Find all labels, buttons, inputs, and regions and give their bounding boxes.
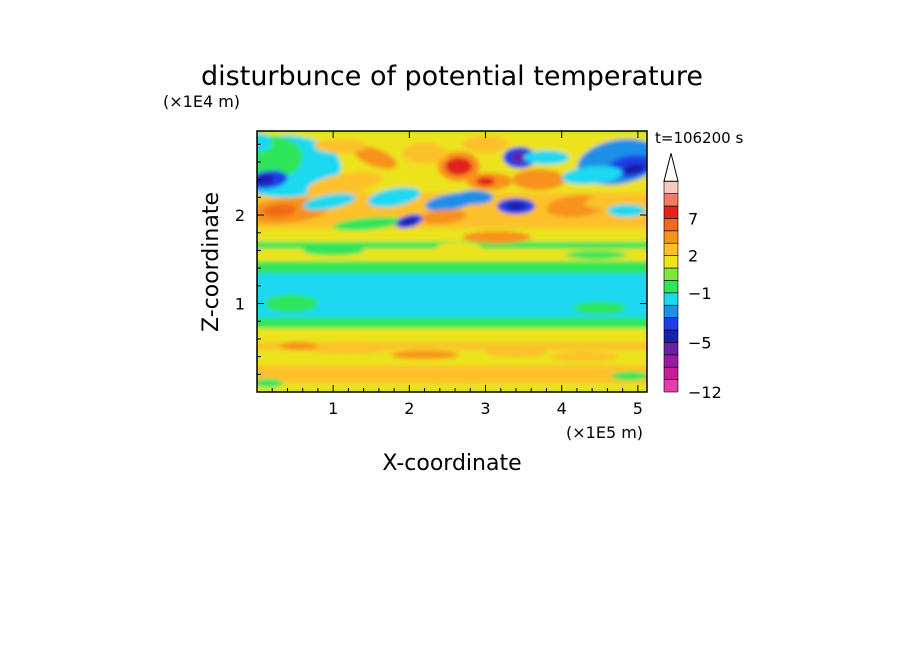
colorbar-swatch [663, 218, 679, 232]
contour-region [565, 250, 627, 260]
contour-region [428, 375, 482, 383]
x-tick-label: 4 [557, 399, 567, 418]
contour-region [420, 209, 467, 225]
y-axis-label: Z-coordinate [199, 192, 224, 332]
colorbar-swatch [663, 230, 679, 244]
colorbar-swatch [663, 379, 679, 393]
y-axis: 12 [235, 143, 647, 375]
lower-band [257, 317, 647, 329]
colorbar-tick-label: −1 [688, 284, 712, 303]
time-label: t=106200 s [655, 129, 743, 147]
contour-region [445, 157, 473, 176]
colorbar-tick-label: 2 [688, 247, 698, 266]
colorbar-swatch [663, 317, 679, 331]
contour-region [401, 142, 448, 164]
contour-region [257, 378, 284, 388]
x-tick-label: 5 [633, 399, 643, 418]
contour-region [390, 350, 459, 360]
contour-region [455, 190, 494, 205]
x-tick-label: 3 [480, 399, 490, 418]
colorbar-swatch [663, 354, 679, 368]
mid-band [257, 261, 647, 274]
contour-region [476, 177, 495, 186]
contour-region [611, 371, 647, 381]
contour-region [303, 193, 356, 211]
colorbar-swatch [663, 267, 679, 281]
colorbar-swatch [663, 255, 679, 269]
plot-frame [256, 130, 648, 393]
contour-region [512, 169, 566, 191]
colorbar-swatch [663, 205, 679, 219]
contour-region [462, 135, 509, 154]
contour-region [401, 217, 417, 226]
contour-region [523, 150, 570, 165]
contour-region [257, 174, 274, 186]
y-tick-label: 2 [235, 206, 245, 225]
contour-region [257, 133, 273, 152]
contour-region [512, 152, 528, 163]
contour-region [333, 217, 402, 231]
colorbar-tick-label: −12 [688, 383, 722, 402]
contour-field [257, 131, 647, 392]
contour-region [573, 301, 627, 315]
plot-area [257, 131, 647, 392]
colorbar-swatch [663, 304, 679, 318]
contour-region [353, 146, 397, 169]
x-tick-label: 1 [328, 399, 338, 418]
colorbar-swatch [663, 180, 679, 194]
contour-region [462, 230, 532, 244]
colorbar: 7 2 −1 −5 −12 [663, 153, 722, 402]
contour-region [506, 201, 526, 211]
contour-region [561, 166, 623, 185]
lower-band [257, 328, 647, 343]
contour-region [302, 341, 395, 354]
contour-region [302, 245, 364, 256]
lower-band [257, 365, 647, 384]
colorbar-swatch [663, 366, 679, 380]
chart-title: disturbunce of potential temperature [201, 61, 703, 92]
x-tick-label: 2 [404, 399, 414, 418]
colorbar-swatch [663, 329, 679, 343]
lower-band [257, 342, 647, 350]
colorbar-tick-label: 7 [688, 209, 698, 228]
contour-region [263, 204, 297, 217]
x-axis: 1 2 3 4 5 [271, 131, 643, 418]
contour-region [436, 242, 482, 254]
contour-region [356, 368, 402, 377]
contour-region [622, 163, 646, 175]
colorbar-swatch [663, 242, 679, 256]
contour-region [367, 187, 421, 208]
contour-region [485, 346, 547, 358]
colorbar-extend-arrow [663, 153, 679, 182]
colorbar-tick-label: −5 [688, 333, 712, 352]
contour-region [550, 351, 619, 362]
contour-region [500, 369, 555, 379]
mid-band [257, 228, 647, 242]
colorbar-swatch [663, 280, 679, 294]
y-scale-label: (×1E4 m) [163, 92, 240, 111]
colorbar-swatch [663, 193, 679, 207]
y-tick-label: 1 [235, 295, 245, 314]
contour-region [607, 204, 646, 217]
colorbar-swatch [663, 292, 679, 306]
contour-region [279, 341, 318, 351]
x-scale-label: (×1E5 m) [566, 423, 643, 442]
colorbar-swatch [663, 342, 679, 356]
x-axis-label: X-coordinate [382, 451, 521, 476]
contour-region [264, 294, 318, 313]
contour-region [307, 171, 383, 197]
contour-region [314, 138, 368, 154]
lower-band [257, 383, 647, 392]
